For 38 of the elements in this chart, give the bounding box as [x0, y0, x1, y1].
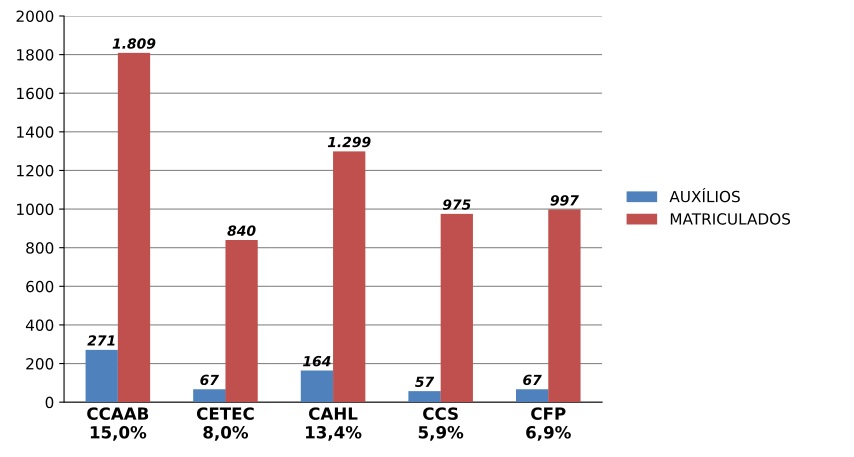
x-tick-label: CCAAB 15,0%: [87, 407, 148, 441]
data-label: 164: [303, 356, 331, 366]
data-label: 975: [442, 199, 471, 210]
data-label: 67: [200, 374, 219, 386]
y-tick-label: 1400: [17, 126, 54, 138]
legend-label: AUXÍLIOS: [669, 188, 740, 202]
bar: [193, 389, 226, 402]
bar: [408, 391, 441, 402]
x-tick-label: CETEC 8,0%: [196, 407, 254, 441]
data-label: 67: [523, 374, 542, 386]
bar: [300, 370, 334, 402]
bar: [86, 350, 118, 402]
y-tick-label: 2000: [16, 10, 54, 22]
data-label: 997: [550, 195, 579, 206]
y-tick-label: 1000: [17, 204, 54, 216]
y-tick-label: 1600: [17, 88, 54, 100]
bar: [548, 210, 581, 402]
y-tick-label: 200: [26, 358, 54, 370]
bar: [225, 240, 258, 402]
y-tick-label: 1800: [17, 49, 54, 61]
y-tick-label: 1200: [17, 164, 54, 176]
x-tick-label: CFP 6,9%: [526, 407, 571, 441]
data-label: 57: [415, 376, 434, 388]
x-tick-label: CAHL 13,4%: [306, 407, 362, 441]
legend-label: MATRICULADOS: [670, 213, 790, 225]
bar: [333, 151, 366, 402]
bar: [516, 389, 548, 402]
data-label: 271: [87, 335, 115, 346]
bar: [440, 214, 473, 402]
bar: [118, 52, 150, 402]
y-tick-label: 400: [26, 319, 54, 331]
y-tick-label: 800: [26, 242, 54, 254]
y-tick-label: 600: [26, 280, 54, 292]
data-label: 1.299: [328, 136, 371, 148]
x-tick-label: CCS 5,9%: [418, 407, 464, 441]
data-label: 840: [227, 225, 256, 236]
y-tick-label: 0: [46, 396, 54, 408]
data-label: 1.809: [112, 38, 156, 49]
